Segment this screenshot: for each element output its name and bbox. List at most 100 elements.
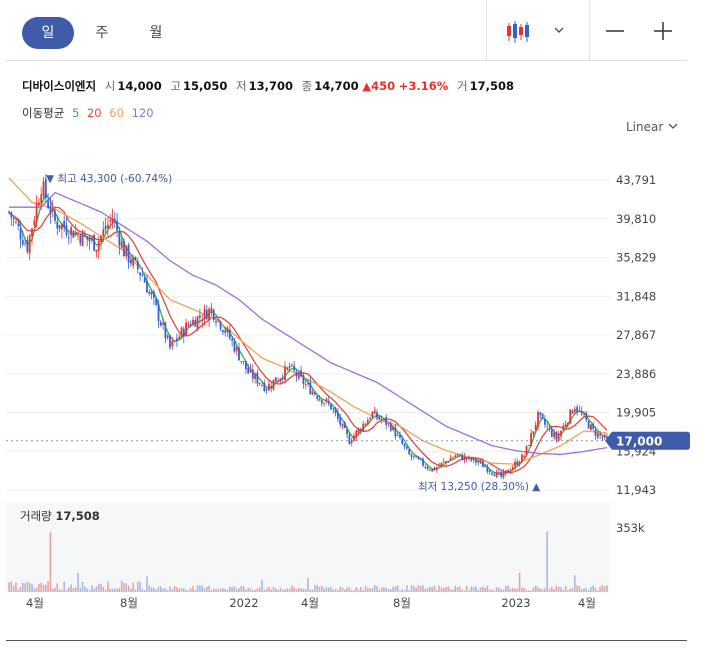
candle: [532, 431, 535, 438]
candle-body: [564, 424, 567, 427]
volume-bar: [406, 585, 408, 592]
volume-bar: [247, 587, 249, 592]
candle: [242, 361, 245, 365]
tab-monthly[interactable]: 월: [149, 25, 163, 41]
candle-body: [343, 422, 346, 429]
open-value: 14,000: [117, 79, 162, 93]
candle: [481, 457, 484, 468]
volume-bar: [272, 587, 275, 592]
candle-body: [509, 470, 512, 472]
moving-average-legend: 이동평균 5 20 60 120: [22, 105, 158, 121]
candle-body: [208, 308, 210, 321]
candle-body: [88, 237, 91, 242]
volume-bar: [415, 587, 417, 592]
candle-body: [592, 423, 595, 429]
volume-bar: [410, 585, 413, 592]
volume-bar: [275, 588, 277, 592]
volume-bar: [429, 586, 431, 592]
candle-body: [557, 434, 560, 441]
volume-bar: [208, 585, 210, 592]
candle: [51, 199, 54, 218]
volume-bar: [417, 585, 420, 592]
candle-body: [240, 360, 243, 362]
volume-bar: [341, 587, 344, 592]
volume-bar: [454, 585, 456, 592]
volume-bar: [173, 585, 176, 592]
candle-body: [406, 446, 408, 449]
candle: [410, 452, 413, 461]
candle-body: [573, 408, 576, 413]
candle-body: [380, 419, 383, 421]
candle-body: [155, 298, 158, 305]
volume-bar: [576, 585, 578, 592]
candle-body: [173, 340, 176, 342]
ma-60-label[interactable]: 60: [109, 106, 124, 120]
candle-body: [107, 224, 109, 228]
candle: [504, 470, 507, 477]
candle-body: [461, 454, 463, 461]
candle: [311, 389, 314, 396]
tab-daily[interactable]: 일: [22, 17, 74, 49]
zoom-in-icon[interactable]: [652, 14, 674, 48]
y-axis-tick: 11,943: [616, 483, 656, 497]
candle-body: [495, 471, 498, 478]
volume-bar: [51, 588, 54, 592]
candle: [594, 426, 597, 440]
volume-bar: [385, 588, 387, 592]
volume-bar: [318, 586, 321, 592]
volume-bar: [148, 585, 151, 592]
chevron-down-icon[interactable]: [551, 14, 567, 48]
candle-body: [590, 424, 592, 430]
candle-body: [196, 316, 199, 330]
zoom-out-icon[interactable]: [604, 14, 626, 48]
volume-bar: [587, 590, 590, 592]
volume-bar: [574, 575, 576, 592]
candlestick-icon[interactable]: [504, 14, 534, 48]
candle: [40, 187, 43, 211]
scale-selector[interactable]: Linear: [626, 120, 679, 134]
candle: [100, 234, 102, 251]
volume-bar: [212, 588, 215, 592]
candle-body: [360, 429, 362, 431]
volume-bar: [215, 589, 217, 592]
candle: [412, 455, 415, 460]
candle: [590, 423, 592, 431]
x-axis-tick: 4월: [26, 596, 44, 610]
candle: [364, 423, 367, 427]
candle-body: [412, 455, 415, 457]
volume-bar: [560, 587, 562, 592]
volume-bar: [47, 581, 49, 592]
volume-bar: [58, 589, 61, 592]
volume-bar: [518, 572, 521, 592]
candle-body: [539, 412, 542, 415]
candle-body: [479, 461, 482, 463]
candle-body: [472, 458, 475, 461]
volume-bar: [298, 587, 300, 592]
volume-bar: [40, 582, 42, 592]
candle: [348, 431, 351, 445]
candle-body: [424, 466, 427, 468]
ma-5-label[interactable]: 5: [71, 106, 80, 120]
candle-body: [265, 388, 268, 391]
candle: [245, 360, 247, 374]
candle-body: [19, 229, 22, 240]
candle: [452, 456, 454, 459]
price-chart[interactable]: 43,791 39,810 35,829 31,848 27,867 23,886 19,9…: [0, 140, 702, 640]
low-annotation: 최저 13,250 (28.30%) ▲: [418, 481, 541, 493]
volume-bar: [180, 588, 183, 592]
candle: [194, 316, 197, 327]
volume-bar: [461, 589, 463, 592]
volume-bar: [346, 587, 348, 592]
ma-120-label[interactable]: 120: [131, 106, 154, 120]
candle: [334, 406, 337, 417]
volume-bar: [463, 590, 466, 592]
tab-weekly[interactable]: 주: [95, 25, 109, 41]
volume-bar: [332, 589, 335, 592]
volume-bar: [525, 590, 528, 592]
volume-bar: [254, 589, 256, 592]
candle-body: [422, 459, 424, 466]
candle: [279, 377, 282, 384]
candle-body: [456, 454, 459, 456]
candle: [134, 256, 137, 261]
ma-20-label[interactable]: 20: [86, 106, 102, 120]
